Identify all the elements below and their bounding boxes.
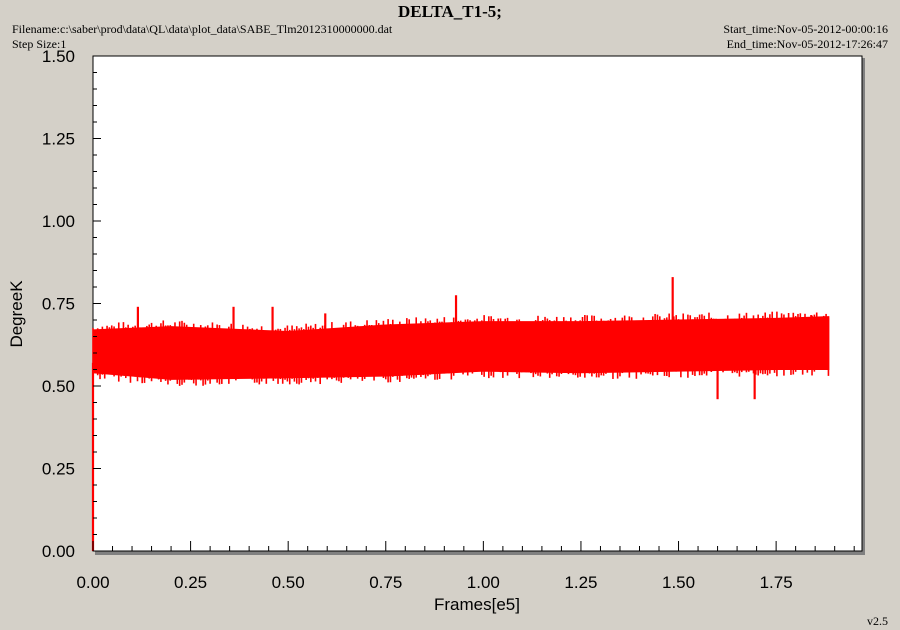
axis-layer: 0.00 0.25 0.50 0.75 1.00 1.25 1.50 0.00 0.25 0.50… <box>42 47 855 592</box>
y-tick-label: 0.25 <box>42 460 75 479</box>
data-layer <box>91 277 830 551</box>
y-tick-label: 1.25 <box>42 130 75 149</box>
x-tick-label: 1.50 <box>662 573 695 592</box>
x-tick-label: 0.50 <box>272 573 305 592</box>
filename-text: Filename:c:\saber\prod\data\QL\data\plot… <box>12 22 393 36</box>
x-tick-label: 1.25 <box>564 573 597 592</box>
y-tick-label: 1.50 <box>42 47 75 66</box>
x-tick-label: 0.25 <box>174 573 207 592</box>
y-tick-label: 0.00 <box>42 542 75 561</box>
end-time-text: End_time:Nov-05-2012-17:26:47 <box>726 37 888 51</box>
x-tick-label: 1.75 <box>760 573 793 592</box>
y-tick-label: 1.00 <box>42 212 75 231</box>
plot-area <box>92 55 863 552</box>
x-axis-label: Frames[e5] <box>434 595 520 614</box>
x-tick-label: 1.00 <box>467 573 500 592</box>
y-tick-label: 0.50 <box>42 377 75 396</box>
x-tick-label: 0.00 <box>76 573 109 592</box>
step-size-text: Step Size:1 <box>12 37 67 51</box>
x-tick-label: 0.75 <box>369 573 402 592</box>
chart-title: DELTA_T1-5; <box>398 2 502 21</box>
y-axis-label: DegreeK <box>7 280 26 348</box>
version-text: v2.5 <box>867 614 888 628</box>
start-time-text: Start_time:Nov-05-2012-00:00:16 <box>723 22 888 36</box>
y-tick-label: 0.75 <box>42 295 75 314</box>
